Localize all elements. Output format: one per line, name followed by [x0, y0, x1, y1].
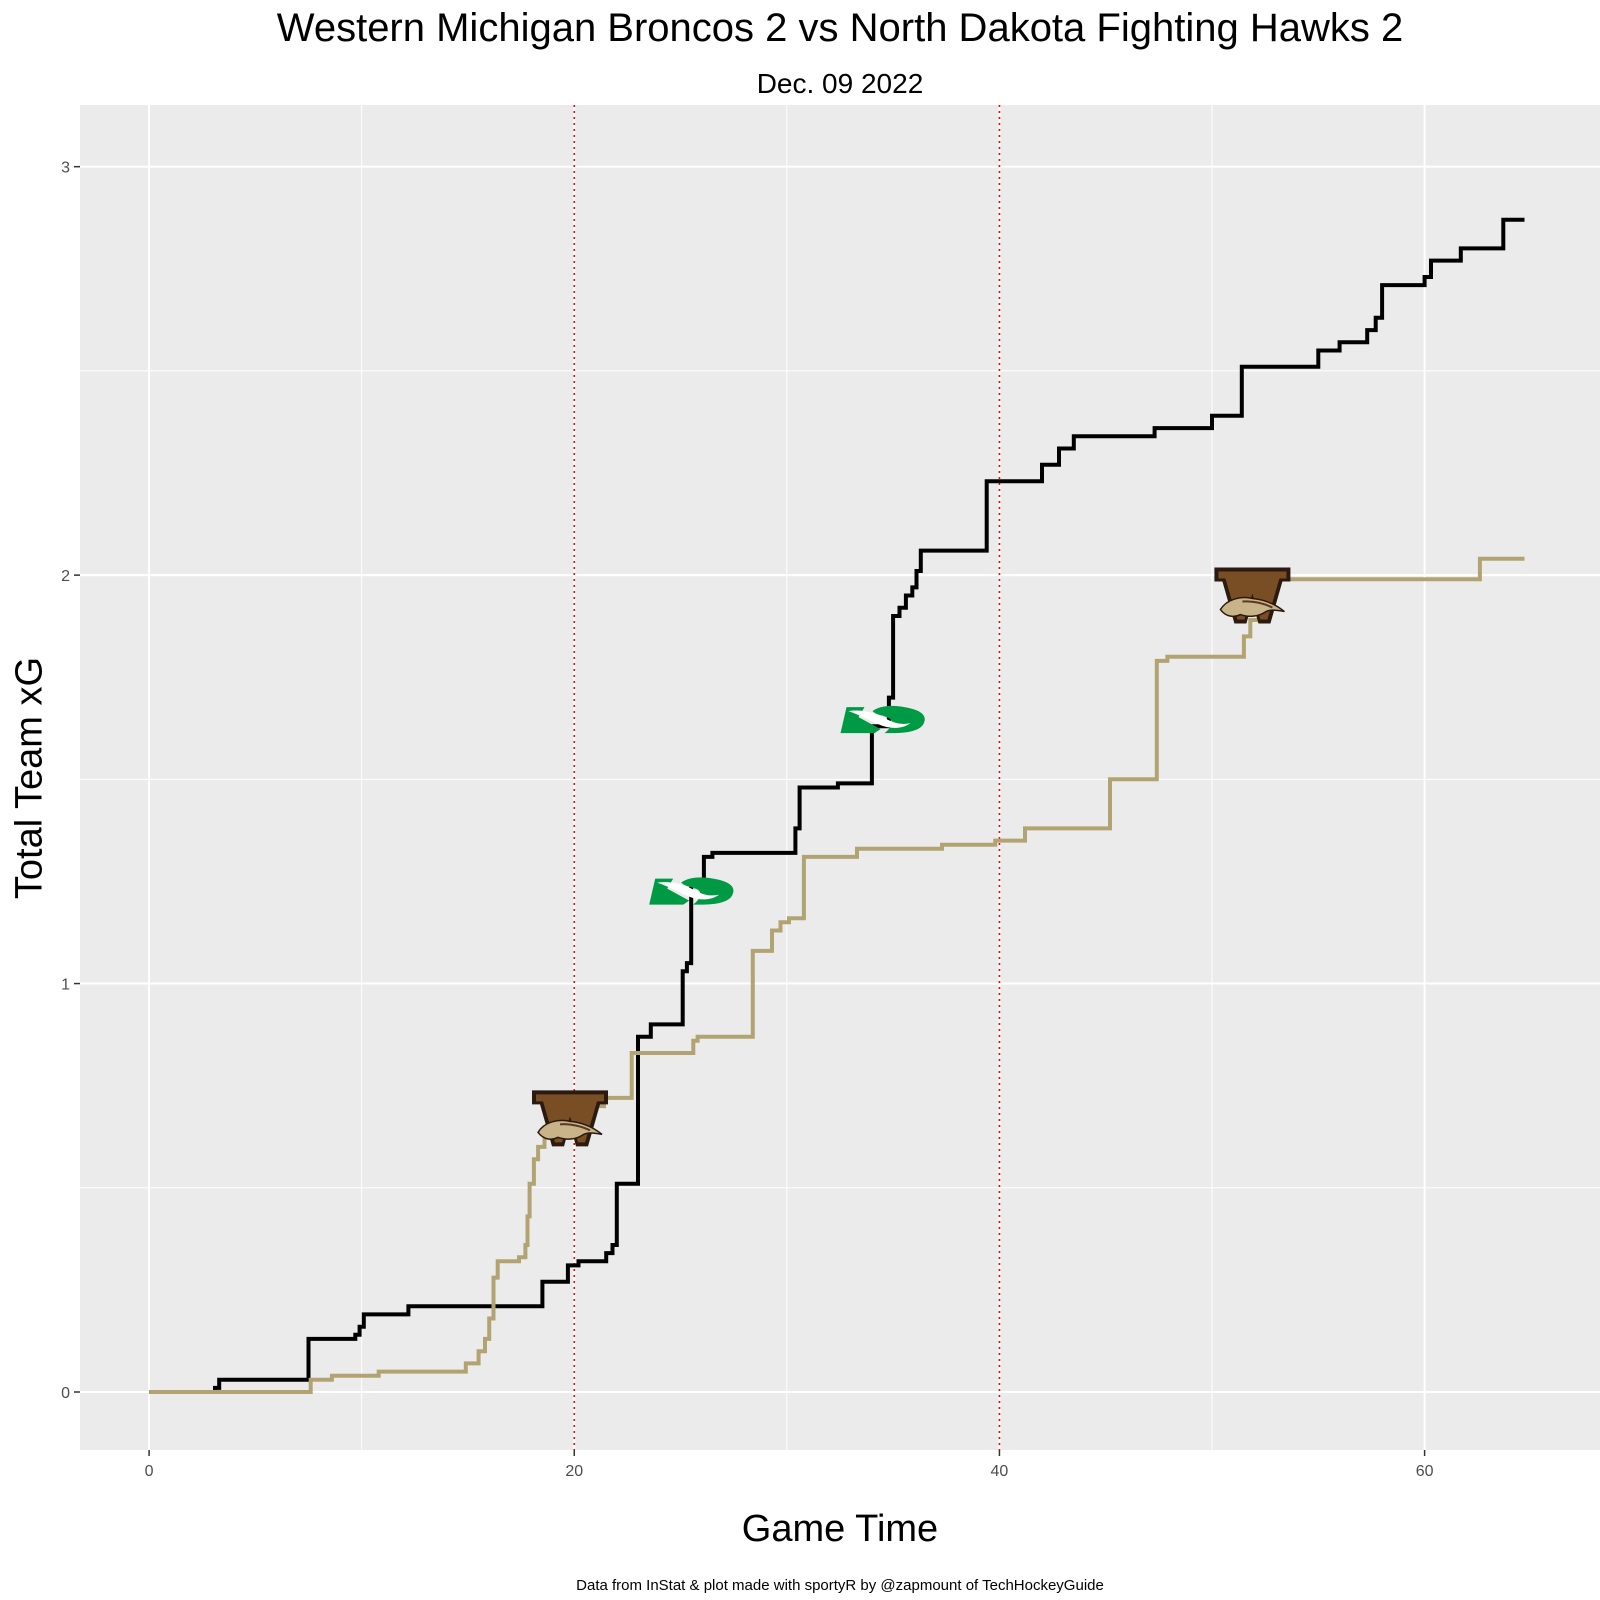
y-tick-label: 3	[61, 160, 70, 177]
x-tick-label: 40	[991, 1463, 1009, 1480]
team-logos	[532, 567, 1291, 1147]
minor-grid	[80, 105, 1600, 1450]
logo-hawk-wing	[848, 710, 911, 728]
x-tick-label: 20	[565, 1463, 583, 1480]
chart-subtitle: Dec. 09 2022	[756, 68, 924, 99]
plot-panel	[80, 105, 1600, 1450]
western-michigan-logo	[532, 1090, 609, 1147]
x-tick-label: 0	[145, 1463, 154, 1480]
western-michigan-logo	[1214, 567, 1291, 624]
y-tick-label: 0	[61, 1385, 70, 1402]
logo-d-shape	[681, 877, 734, 905]
chart-title: Western Michigan Broncos 2 vs North Dako…	[276, 6, 1404, 50]
period-lines	[573, 105, 1001, 1450]
y-tick-label: 1	[61, 977, 70, 994]
x-axis-label: Game Time	[741, 1508, 939, 1550]
y-tick-label: 2	[61, 568, 70, 585]
north-dakota-logo	[840, 705, 925, 734]
logo-n-shape	[649, 878, 690, 905]
north-dakota-xg-line	[149, 217, 1525, 1394]
western-michigan-xg-line	[149, 556, 1525, 1394]
logo-bronco-mane	[559, 1123, 591, 1132]
series-lines	[149, 217, 1525, 1394]
logo-n-shape	[840, 707, 881, 734]
chart-caption: Data from InStat & plot made with sporty…	[576, 1577, 1104, 1594]
logo-bronco-mane	[1242, 600, 1273, 609]
logo-hawk-wing	[657, 882, 720, 900]
logo-bronco-head	[537, 1119, 603, 1140]
axes: 0 20 40 60 0 1 2 3	[61, 160, 1434, 1480]
logo-bronco-head	[1219, 596, 1285, 618]
logo-d-shape	[872, 705, 925, 734]
x-tick-label: 60	[1416, 1463, 1434, 1480]
north-dakota-logo	[649, 877, 734, 905]
